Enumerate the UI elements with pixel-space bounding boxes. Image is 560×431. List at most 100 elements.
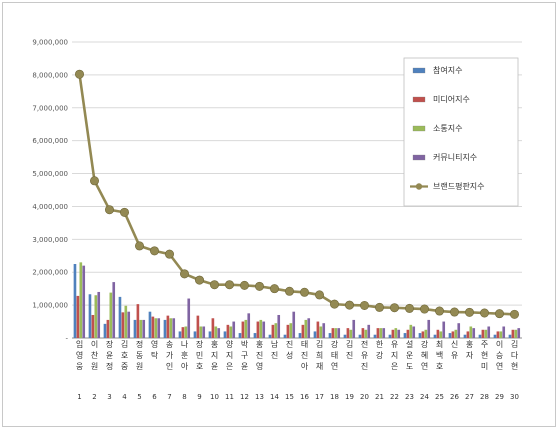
bar xyxy=(478,334,482,338)
bar xyxy=(97,291,101,338)
bar xyxy=(376,328,380,338)
bar xyxy=(124,305,128,338)
y-tick-label: 2,000,000 xyxy=(32,269,68,277)
line-point xyxy=(165,249,175,259)
bar xyxy=(91,314,95,338)
bar xyxy=(451,331,455,338)
bar xyxy=(364,329,368,338)
bar xyxy=(403,333,407,338)
bar xyxy=(382,328,386,338)
y-tick-label: 5,000,000 xyxy=(32,170,68,178)
bar xyxy=(127,311,131,338)
category-number: 14 xyxy=(270,393,279,401)
bar xyxy=(409,324,413,338)
bar xyxy=(499,331,503,338)
bar xyxy=(118,296,122,338)
bar xyxy=(484,329,488,338)
bar xyxy=(211,318,215,338)
category-number: 25 xyxy=(435,393,444,401)
line-point xyxy=(449,307,459,317)
bar xyxy=(112,282,116,338)
category-number: 28 xyxy=(480,393,489,401)
bar xyxy=(121,312,125,338)
category-number: 23 xyxy=(405,393,414,401)
bar xyxy=(163,319,167,338)
bar xyxy=(448,333,452,338)
bar xyxy=(202,326,206,338)
legend-label: 미디어지수 xyxy=(433,94,470,104)
bar xyxy=(457,323,461,338)
legend-box xyxy=(403,57,519,207)
y-tick-label: 4,000,000 xyxy=(32,203,68,211)
bar xyxy=(187,298,191,338)
bar xyxy=(493,334,497,338)
category-number: 19 xyxy=(345,393,354,401)
bar xyxy=(304,319,308,338)
bar xyxy=(109,292,113,338)
bar xyxy=(283,334,287,338)
category-number: 7 xyxy=(167,393,171,401)
legend-swatch xyxy=(412,154,426,161)
category-number: 24 xyxy=(420,393,429,401)
category-number: 5 xyxy=(137,393,141,401)
line-point xyxy=(494,309,504,319)
bar xyxy=(316,321,320,338)
line-point xyxy=(299,287,309,297)
bar xyxy=(511,329,515,338)
bar xyxy=(223,331,227,338)
legend-label: 소통지수 xyxy=(433,124,462,133)
bar xyxy=(346,328,350,338)
category-number: 10 xyxy=(210,393,219,401)
category-number: 13 xyxy=(255,393,264,401)
bar xyxy=(349,329,353,338)
bar xyxy=(157,318,161,338)
line-point xyxy=(314,290,324,300)
bar xyxy=(463,334,467,338)
bar xyxy=(502,326,506,338)
line-point xyxy=(419,304,429,314)
bar xyxy=(226,324,230,338)
bar xyxy=(514,329,518,338)
bar xyxy=(244,319,248,338)
category-number: 16 xyxy=(300,393,309,401)
y-axis: - 1,000,000 2,000,000 3,000,000 4,000,000 5,0… xyxy=(32,39,68,343)
y-tick-label: 8,000,000 xyxy=(32,71,68,79)
bar xyxy=(271,324,275,338)
bar xyxy=(241,321,245,338)
bar xyxy=(136,304,140,338)
bar xyxy=(424,329,428,338)
bar xyxy=(481,329,485,338)
bar xyxy=(82,265,86,338)
line-point xyxy=(120,207,130,217)
legend-marker xyxy=(415,183,423,190)
y-tick-label: 3,000,000 xyxy=(32,236,68,244)
bar xyxy=(184,326,188,338)
bar xyxy=(289,323,293,338)
bar xyxy=(439,331,443,338)
bar xyxy=(406,329,410,338)
line-point xyxy=(479,308,489,318)
line-point xyxy=(210,280,220,290)
bar xyxy=(196,315,200,338)
bar xyxy=(292,311,296,338)
bar xyxy=(73,264,77,338)
y-tick-label: 7,000,000 xyxy=(32,104,68,112)
bar xyxy=(358,334,362,338)
category-number: 20 xyxy=(360,393,369,401)
bar xyxy=(328,333,332,338)
bar xyxy=(274,323,278,338)
line-point xyxy=(329,299,339,309)
bar xyxy=(133,319,137,338)
